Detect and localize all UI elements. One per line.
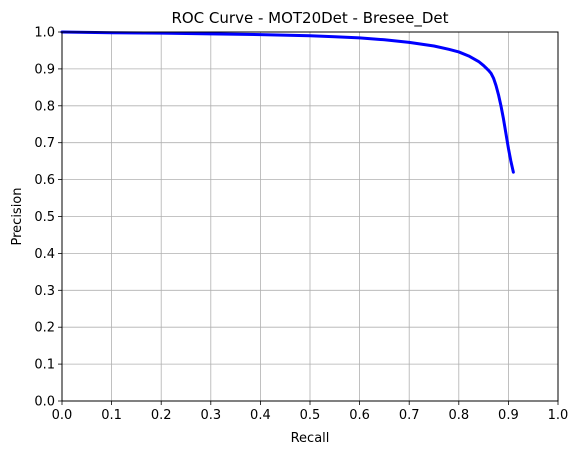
series-line-precision-recall [60,30,515,174]
y-tick-label: 1.0 [34,26,55,41]
x-axis-label: Recall [291,431,330,446]
x-tick-label: 0.2 [151,408,172,423]
y-tick-label: 0.2 [34,321,55,336]
x-tick-label: 0.7 [399,408,420,423]
x-tick-label: 0.9 [498,408,519,423]
y-tick-label: 0.9 [34,62,55,77]
y-tick-label: 0.0 [34,395,55,410]
series-layer [60,30,515,174]
y-tick-label: 0.4 [34,247,55,262]
y-tick-label: 0.3 [34,284,55,299]
y-tick-label: 0.5 [34,210,55,225]
x-tick-label: 0.5 [300,408,321,423]
x-tick-label: 0.4 [250,408,271,423]
x-tick-label: 1.0 [548,408,569,423]
y-tick-label: 0.1 [34,358,55,373]
y-tick-label: 0.6 [34,173,55,188]
x-tick-label: 0.1 [101,408,122,423]
y-axis-label: Precision [10,187,25,245]
x-tick-label: 0.3 [200,408,221,423]
chart-title: ROC Curve - MOT20Det - Bresee_Det [171,9,448,28]
y-tick-label: 0.8 [34,99,55,114]
y-tick-label: 0.7 [34,136,55,151]
x-tick-label: 0.6 [349,408,370,423]
ticks: 0.0 0.1 0.2 0.3 0.4 0.5 0.6 0.7 0.8 0.9 1.0 0.0 0.1 0… [34,26,568,424]
x-tick-label: 0.0 [52,408,73,423]
x-tick-label: 0.8 [448,408,469,423]
